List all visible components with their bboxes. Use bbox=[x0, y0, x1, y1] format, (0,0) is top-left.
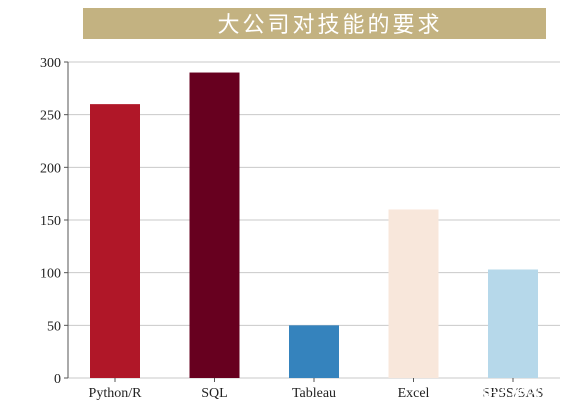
y-tick-label: 50 bbox=[47, 319, 61, 334]
bars bbox=[90, 72, 538, 379]
chart-title: 大公司对技能的要求 bbox=[217, 13, 442, 38]
bar-spss-sas bbox=[488, 269, 538, 378]
watermark: 知乎 @数据分析特 bbox=[476, 383, 586, 401]
y-tick-label: 300 bbox=[40, 56, 61, 71]
y-tick-label: 100 bbox=[40, 267, 61, 282]
x-tick-label: Excel bbox=[398, 386, 430, 401]
x-tick-label: Tableau bbox=[292, 386, 336, 401]
y-tick-label: 150 bbox=[40, 214, 61, 229]
y-tick-label: 0 bbox=[54, 372, 61, 387]
axes: 0 50 100 150 200 250 300 Python/R SQL Tableau Exce… bbox=[40, 56, 543, 401]
x-tick-label: SPSS/SAS bbox=[483, 386, 544, 401]
x-tick-label: Python/R bbox=[89, 386, 143, 401]
bar-tableau bbox=[289, 325, 339, 378]
bar-python-r bbox=[90, 104, 140, 378]
title-banner bbox=[83, 8, 546, 39]
y-tick-label: 250 bbox=[40, 109, 61, 124]
x-tick-label: SQL bbox=[201, 386, 227, 401]
bar-sql bbox=[189, 72, 240, 379]
bar-excel bbox=[388, 209, 439, 378]
y-tick-label: 200 bbox=[40, 161, 61, 176]
